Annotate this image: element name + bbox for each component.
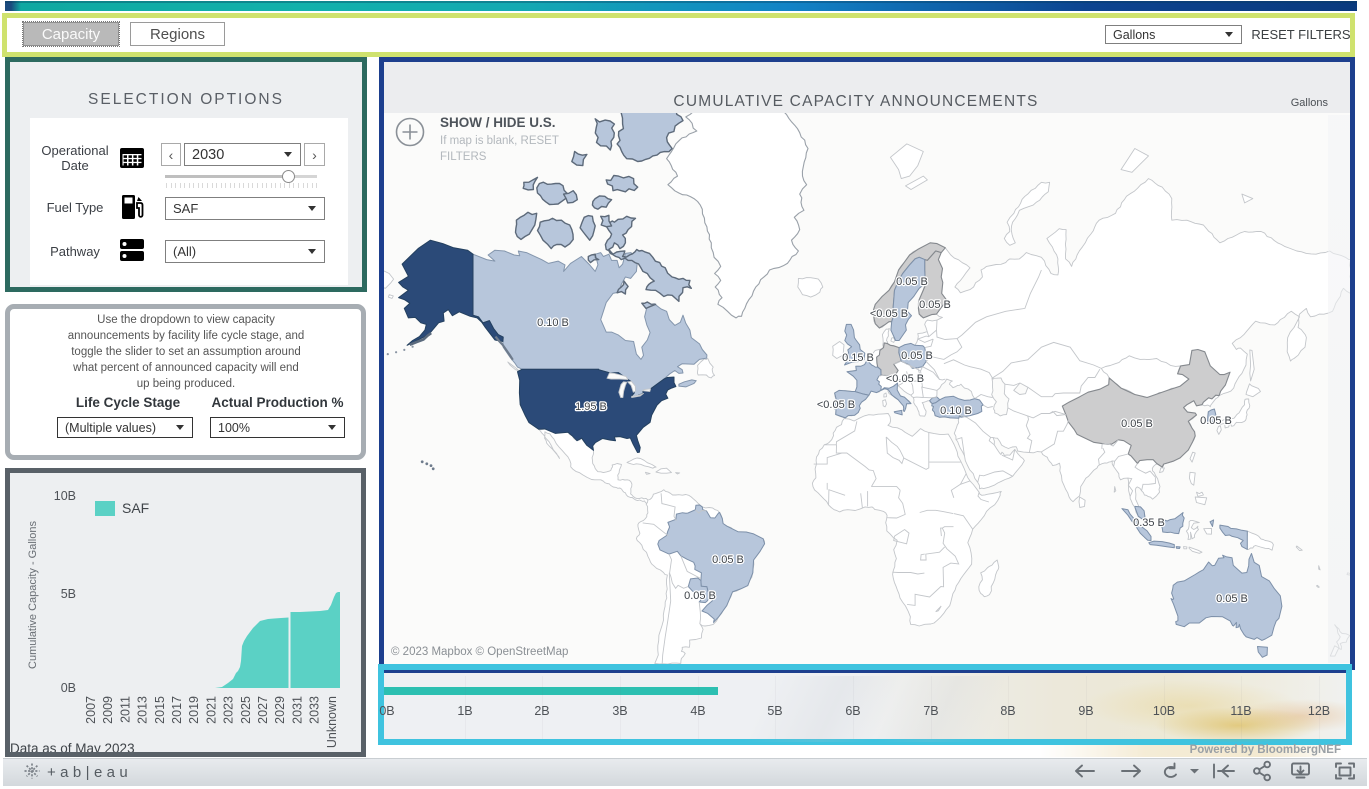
svg-text:10B: 10B xyxy=(54,489,76,503)
svg-text:2021: 2021 xyxy=(204,696,218,724)
svg-text:2031: 2031 xyxy=(290,696,304,724)
svg-text:0.35 B: 0.35 B xyxy=(1133,517,1165,529)
svg-text:2007: 2007 xyxy=(84,696,98,724)
svg-text:2023: 2023 xyxy=(222,696,236,724)
svg-text:2019: 2019 xyxy=(187,696,201,724)
svg-text:0.05 B: 0.05 B xyxy=(1200,415,1232,427)
svg-text:2029: 2029 xyxy=(273,696,287,724)
svg-text:2033: 2033 xyxy=(308,696,322,724)
svg-text:2027: 2027 xyxy=(256,696,270,724)
svg-text:1.95 B: 1.95 B xyxy=(575,401,607,413)
svg-text:<0.05 B: <0.05 B xyxy=(886,373,924,385)
svg-text:2009: 2009 xyxy=(101,696,115,724)
svg-text:0.05 B: 0.05 B xyxy=(896,276,928,288)
svg-text:+ab|eau: +ab|eau xyxy=(47,764,132,781)
svg-text:2017: 2017 xyxy=(170,696,184,724)
svg-text:0.10 B: 0.10 B xyxy=(537,317,569,329)
svg-text:2015: 2015 xyxy=(153,696,167,724)
svg-text:SAF: SAF xyxy=(122,500,149,516)
svg-text:<0.05 B: <0.05 B xyxy=(817,399,855,411)
svg-text:0B: 0B xyxy=(61,681,76,695)
svg-text:Data as of May 2023: Data as of May 2023 xyxy=(10,741,135,752)
svg-text:2025: 2025 xyxy=(239,696,253,724)
svg-text:0.05 B: 0.05 B xyxy=(901,350,933,362)
svg-text:0.05 B: 0.05 B xyxy=(1121,418,1153,430)
svg-text:Unknown: Unknown xyxy=(325,696,339,748)
svg-text:0.15 B: 0.15 B xyxy=(842,352,874,364)
svg-text:Cumulative Capacity - Gallons: Cumulative Capacity - Gallons xyxy=(27,521,39,669)
svg-text:2011: 2011 xyxy=(118,696,132,723)
svg-text:2013: 2013 xyxy=(136,696,150,724)
svg-text:0.05 B: 0.05 B xyxy=(919,299,951,311)
svg-text:0.05 B: 0.05 B xyxy=(684,590,716,602)
svg-text:0.05 B: 0.05 B xyxy=(712,554,744,566)
svg-text:0.10 B: 0.10 B xyxy=(940,405,972,417)
svg-text:<0.05 B: <0.05 B xyxy=(870,308,908,320)
svg-text:0.05 B: 0.05 B xyxy=(1216,593,1248,605)
svg-text:5B: 5B xyxy=(61,587,76,601)
